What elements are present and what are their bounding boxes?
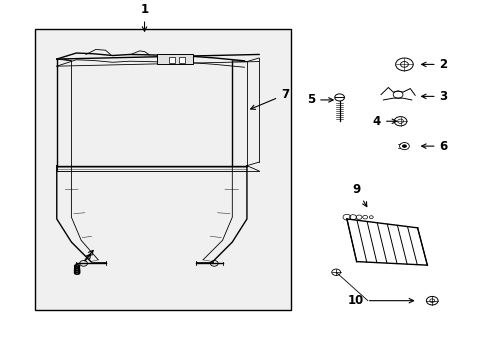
Text: 8: 8 bbox=[72, 251, 93, 276]
Text: 8: 8 bbox=[72, 254, 91, 278]
Circle shape bbox=[401, 144, 406, 148]
Text: 9: 9 bbox=[352, 183, 366, 207]
Text: 4: 4 bbox=[372, 115, 396, 128]
Text: 2: 2 bbox=[421, 58, 447, 71]
Text: 3: 3 bbox=[421, 90, 447, 103]
Bar bbox=[168, 57, 174, 63]
Bar bbox=[178, 57, 184, 63]
Text: 1: 1 bbox=[140, 4, 148, 31]
Text: 5: 5 bbox=[306, 94, 332, 107]
Bar bbox=[35, 29, 290, 310]
Text: 10: 10 bbox=[347, 294, 413, 307]
Text: 6: 6 bbox=[421, 140, 447, 153]
Text: 7: 7 bbox=[250, 88, 288, 109]
Bar bbox=[157, 54, 193, 64]
